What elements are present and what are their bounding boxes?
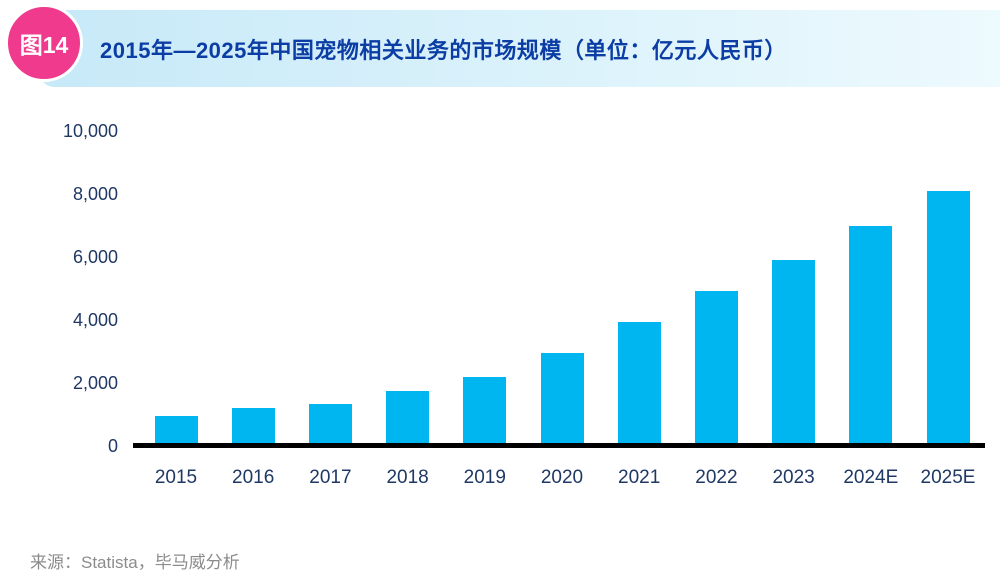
bar-2015 (154, 416, 198, 446)
bar-2022 (694, 291, 738, 446)
x-axis-label-2021: 2021 (618, 467, 661, 488)
figure-number-badge: 图14 (5, 4, 83, 82)
x-axis-label-2017: 2017 (309, 467, 352, 488)
bar-2023 (772, 260, 816, 446)
x-axis-label-2023: 2023 (772, 467, 815, 488)
bar-2025E (926, 190, 970, 446)
header-banner: 2015年—2025年中国宠物相关业务的市场规模（单位：亿元人民币） (40, 10, 1000, 87)
y-axis-tick-label: 2,000 (72, 373, 118, 393)
x-axis-label-2022: 2022 (695, 467, 738, 488)
y-axis-tick-label: 0 (107, 436, 118, 456)
x-axis-label-2018: 2018 (386, 467, 429, 488)
figure-number-label: 图14 (19, 32, 69, 58)
x-axis-line (133, 443, 985, 448)
bar-2019 (463, 376, 507, 446)
bar-2018 (386, 390, 430, 446)
x-axis-label-2020: 2020 (540, 467, 584, 488)
source-note: 来源：Statista，毕马威分析 (30, 553, 240, 572)
bar-2024E (849, 225, 893, 446)
x-axis-label-2019: 2019 (463, 467, 506, 488)
y-axis-tick-label: 8,000 (72, 184, 118, 204)
x-axis-label-2025E: 2025E (920, 467, 976, 488)
x-axis-label-2024E: 2024E (843, 467, 899, 488)
figure-title: 2015年—2025年中国宠物相关业务的市场规模（单位：亿元人民币） (100, 37, 787, 63)
x-axis-label-2015: 2015 (154, 467, 198, 488)
y-axis-tick-label: 4,000 (72, 310, 118, 330)
bar-2020 (540, 353, 584, 446)
bar-2021 (617, 321, 661, 446)
y-axis-tick-label: 10,000 (62, 121, 118, 141)
bar-2017 (308, 404, 352, 446)
bar-2016 (231, 408, 275, 446)
y-axis-tick-label: 6,000 (72, 247, 118, 267)
x-axis-label-2016: 2016 (232, 467, 275, 488)
